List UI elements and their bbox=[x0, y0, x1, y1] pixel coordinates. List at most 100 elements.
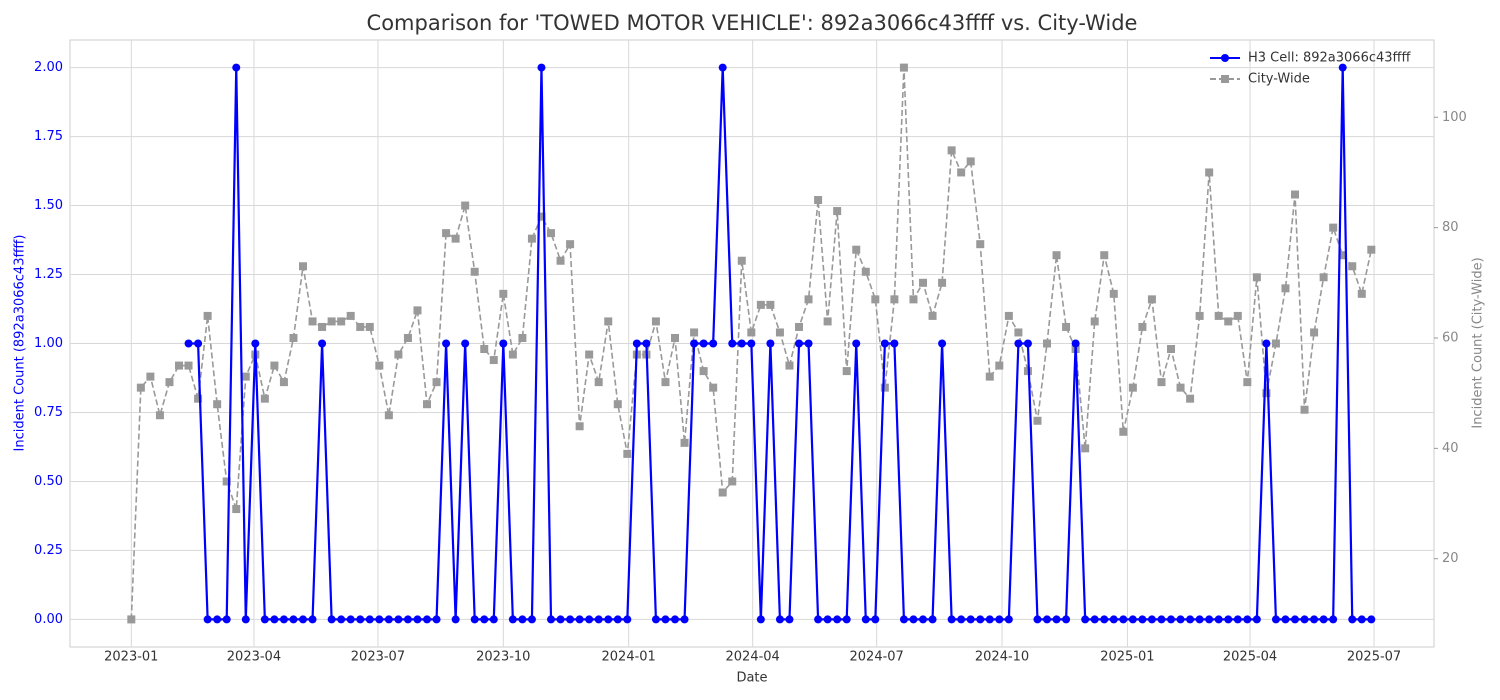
x-tick-label: 2025-07 bbox=[1347, 650, 1401, 665]
marker bbox=[1081, 444, 1090, 453]
marker bbox=[632, 339, 641, 348]
marker bbox=[203, 311, 212, 320]
marker bbox=[823, 317, 832, 326]
marker bbox=[1033, 615, 1042, 624]
marker bbox=[518, 615, 527, 624]
marker bbox=[861, 267, 870, 276]
marker bbox=[957, 168, 966, 177]
marker bbox=[928, 311, 937, 320]
marker bbox=[594, 378, 603, 387]
marker bbox=[928, 615, 937, 624]
marker bbox=[1310, 328, 1319, 337]
marker bbox=[1081, 615, 1090, 624]
marker bbox=[1043, 339, 1052, 348]
marker bbox=[814, 196, 823, 205]
marker bbox=[871, 615, 880, 624]
marker bbox=[623, 449, 632, 458]
marker bbox=[699, 367, 708, 376]
x-tick-label: 2024-07 bbox=[850, 650, 904, 665]
marker bbox=[995, 361, 1004, 370]
marker bbox=[1176, 615, 1185, 624]
marker bbox=[747, 339, 756, 348]
marker bbox=[575, 422, 584, 431]
y2-tick-label: 20 bbox=[1442, 551, 1459, 566]
marker bbox=[852, 339, 861, 348]
marker bbox=[375, 361, 384, 370]
marker bbox=[337, 615, 346, 624]
marker bbox=[585, 615, 594, 624]
marker bbox=[566, 240, 575, 249]
marker bbox=[938, 339, 947, 348]
marker bbox=[814, 615, 823, 624]
marker bbox=[365, 615, 374, 624]
x-tick-label: 2023-01 bbox=[104, 650, 158, 665]
marker bbox=[556, 256, 565, 265]
marker bbox=[222, 615, 231, 624]
marker bbox=[547, 229, 556, 238]
marker bbox=[957, 615, 966, 624]
marker bbox=[671, 333, 680, 342]
marker bbox=[795, 322, 804, 331]
marker bbox=[1090, 615, 1099, 624]
marker bbox=[785, 361, 794, 370]
marker bbox=[327, 615, 336, 624]
marker bbox=[289, 615, 298, 624]
marker bbox=[585, 350, 594, 359]
marker bbox=[785, 615, 794, 624]
marker bbox=[1252, 615, 1261, 624]
marker bbox=[1300, 405, 1309, 414]
marker bbox=[833, 615, 842, 624]
marker bbox=[1291, 615, 1300, 624]
marker bbox=[222, 477, 231, 486]
marker bbox=[1167, 345, 1176, 354]
marker bbox=[690, 339, 699, 348]
marker bbox=[1319, 273, 1328, 282]
marker bbox=[909, 615, 918, 624]
marker bbox=[451, 234, 460, 243]
marker bbox=[909, 295, 918, 304]
marker bbox=[1195, 615, 1204, 624]
marker bbox=[308, 615, 317, 624]
marker bbox=[1214, 615, 1223, 624]
marker bbox=[1291, 190, 1300, 199]
marker bbox=[451, 615, 460, 624]
y2-tick-label: 60 bbox=[1442, 330, 1459, 345]
marker bbox=[1062, 615, 1071, 624]
marker bbox=[623, 615, 632, 624]
marker bbox=[1176, 383, 1185, 392]
marker bbox=[766, 300, 775, 309]
marker bbox=[1090, 317, 1099, 326]
marker bbox=[575, 615, 584, 624]
marker bbox=[461, 339, 470, 348]
marker bbox=[756, 615, 765, 624]
marker bbox=[403, 615, 412, 624]
marker bbox=[394, 350, 403, 359]
marker bbox=[1338, 251, 1347, 260]
marker bbox=[184, 339, 193, 348]
marker bbox=[270, 615, 279, 624]
marker bbox=[842, 367, 851, 376]
x-tick-label: 2025-04 bbox=[1223, 650, 1277, 665]
marker bbox=[985, 615, 994, 624]
marker bbox=[852, 245, 861, 254]
marker bbox=[384, 411, 393, 420]
marker bbox=[423, 400, 432, 409]
marker bbox=[279, 615, 288, 624]
marker bbox=[1281, 615, 1290, 624]
y-tick-label: 0.50 bbox=[34, 474, 63, 489]
marker bbox=[518, 333, 527, 342]
x-tick-label: 2024-10 bbox=[975, 650, 1029, 665]
marker bbox=[299, 615, 308, 624]
y-tick-label: 1.75 bbox=[34, 129, 63, 144]
marker bbox=[1147, 615, 1156, 624]
marker bbox=[604, 317, 613, 326]
marker bbox=[1138, 322, 1147, 331]
y-tick-label: 2.00 bbox=[34, 60, 63, 75]
marker bbox=[1157, 378, 1166, 387]
marker bbox=[1119, 615, 1128, 624]
marker bbox=[1119, 427, 1128, 436]
marker bbox=[1319, 615, 1328, 624]
marker bbox=[976, 240, 985, 249]
y-tick-label: 0.25 bbox=[34, 543, 63, 558]
